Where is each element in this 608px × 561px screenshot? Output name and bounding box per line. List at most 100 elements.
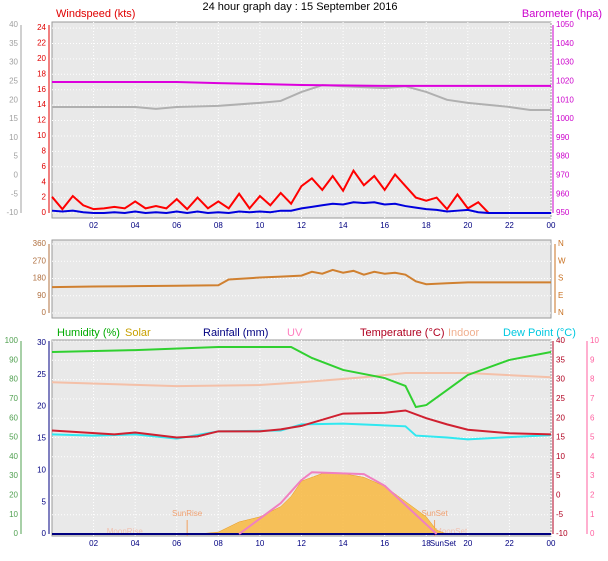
line <box>51 345 552 409</box>
y-tick-label: 50 <box>9 433 18 442</box>
y-tick-label: 1000 <box>556 114 574 123</box>
y-tick-label: 10 <box>9 510 18 519</box>
y-tick-label: 0 <box>42 208 47 217</box>
y-tick-label: 70 <box>9 394 18 403</box>
line <box>52 80 551 87</box>
y-tick-label: 15 <box>556 433 565 442</box>
y-tick-label: 15 <box>9 114 18 123</box>
line <box>51 201 551 215</box>
y-tick-label: 10 <box>590 336 599 345</box>
x-tick-label: 12 <box>297 539 306 548</box>
x-tick-label: 12 <box>297 221 306 230</box>
axis-event-label: SunSet <box>430 539 457 548</box>
x-tick-label: 20 <box>463 539 472 548</box>
x-tick-label: 22 <box>505 539 514 548</box>
y-tick-label: 8 <box>42 146 47 155</box>
y-tick-label: 30 <box>556 375 565 384</box>
y-tick-label: 25 <box>37 370 46 379</box>
x-tick-label: 14 <box>339 221 348 230</box>
legend-header: Solar <box>125 327 151 339</box>
y-tick-label: 6 <box>42 162 47 171</box>
line <box>51 168 551 214</box>
y-tick-label: 1 <box>590 510 595 519</box>
y-tick-label: 0 <box>14 171 19 180</box>
y-tick-label: -5 <box>11 189 19 198</box>
x-tick-label: 14 <box>339 539 348 548</box>
y-tick-label: 90 <box>9 355 18 364</box>
x-tick-label: 08 <box>214 221 223 230</box>
y-tick-label: 12 <box>37 116 46 125</box>
y-tick-label: 2 <box>42 193 47 202</box>
x-tick-label: 06 <box>172 221 181 230</box>
y-tick-label: 10 <box>37 131 46 140</box>
x-tick-label: 22 <box>505 221 514 230</box>
y-tick-label: 30 <box>9 471 18 480</box>
y-tick-label: -10 <box>556 529 568 538</box>
y-tick-label: 3 <box>590 471 595 480</box>
y-tick-label: N <box>558 308 564 317</box>
y-tick-label: 30 <box>9 58 18 67</box>
y-tick-label: 80 <box>9 375 18 384</box>
y-tick-label: 22 <box>37 39 46 48</box>
line <box>51 268 551 289</box>
y-tick-label: 10 <box>556 452 565 461</box>
y-tick-label: 180 <box>33 274 47 283</box>
y-tick-label: 0 <box>14 529 19 538</box>
x-tick-label: 02 <box>89 539 98 548</box>
y-tick-label: 9 <box>590 355 595 364</box>
y-tick-label: 270 <box>33 256 47 265</box>
y-tick-label: 35 <box>9 39 18 48</box>
y-tick-label: 20 <box>37 54 46 63</box>
y-tick-label: 1020 <box>556 77 574 86</box>
y-tick-label: 0 <box>42 529 47 538</box>
legend-header: Dew Point (°C) <box>503 327 576 339</box>
y-tick-label: 40 <box>9 452 18 461</box>
y-tick-label: 360 <box>33 239 47 248</box>
legend-header: Temperature (°C) <box>360 327 444 339</box>
y-tick-label: 30 <box>37 338 46 347</box>
y-tick-label: N <box>558 239 564 248</box>
legend-header: Barometer (hpa) <box>522 8 602 20</box>
graph-title: 24 hour graph day : 15 September 2016 <box>202 1 397 13</box>
x-tick-label: 02 <box>89 221 98 230</box>
x-tick-label: 00 <box>547 221 556 230</box>
y-tick-label: 970 <box>556 171 570 180</box>
y-tick-label: 20 <box>9 95 18 104</box>
y-tick-label: E <box>558 291 563 300</box>
y-tick-label: 15 <box>37 434 46 443</box>
y-tick-label: 960 <box>556 189 570 198</box>
y-tick-label: 100 <box>5 336 19 345</box>
y-tick-label: 25 <box>556 394 565 403</box>
y-tick-label: 5 <box>14 152 19 161</box>
y-tick-label: 5 <box>556 471 561 480</box>
legend-header: UV <box>287 327 303 339</box>
y-tick-label: 950 <box>556 208 570 217</box>
y-tick-label: 2 <box>590 491 595 500</box>
y-tick-label: 14 <box>37 100 46 109</box>
y-tick-label: 60 <box>9 413 18 422</box>
y-tick-label: 7 <box>590 394 595 403</box>
x-tick-label: 18 <box>422 221 431 230</box>
legend-header: Humidity (%) <box>57 327 120 339</box>
x-tick-label: 16 <box>380 221 389 230</box>
y-tick-label: 0 <box>556 491 561 500</box>
sun-label: SunRise <box>172 509 203 518</box>
line <box>51 409 552 439</box>
y-tick-label: 40 <box>556 336 565 345</box>
y-tick-label: 1030 <box>556 58 574 67</box>
x-tick-label: 10 <box>255 539 264 548</box>
legend-header: Rainfall (mm) <box>203 327 268 339</box>
y-tick-label: 20 <box>37 402 46 411</box>
x-tick-label: 10 <box>255 221 264 230</box>
moon-label: MoonRise <box>107 527 144 536</box>
y-tick-label: 990 <box>556 133 570 142</box>
y-tick-label: 4 <box>590 452 595 461</box>
y-tick-label: 980 <box>556 152 570 161</box>
y-tick-label: 5 <box>590 433 595 442</box>
y-tick-label: 16 <box>37 85 46 94</box>
y-tick-label: 8 <box>590 375 595 384</box>
sun-label: SunSet <box>421 509 448 518</box>
y-tick-label: 0 <box>590 529 595 538</box>
x-tick-label: 06 <box>172 539 181 548</box>
line <box>51 372 552 388</box>
